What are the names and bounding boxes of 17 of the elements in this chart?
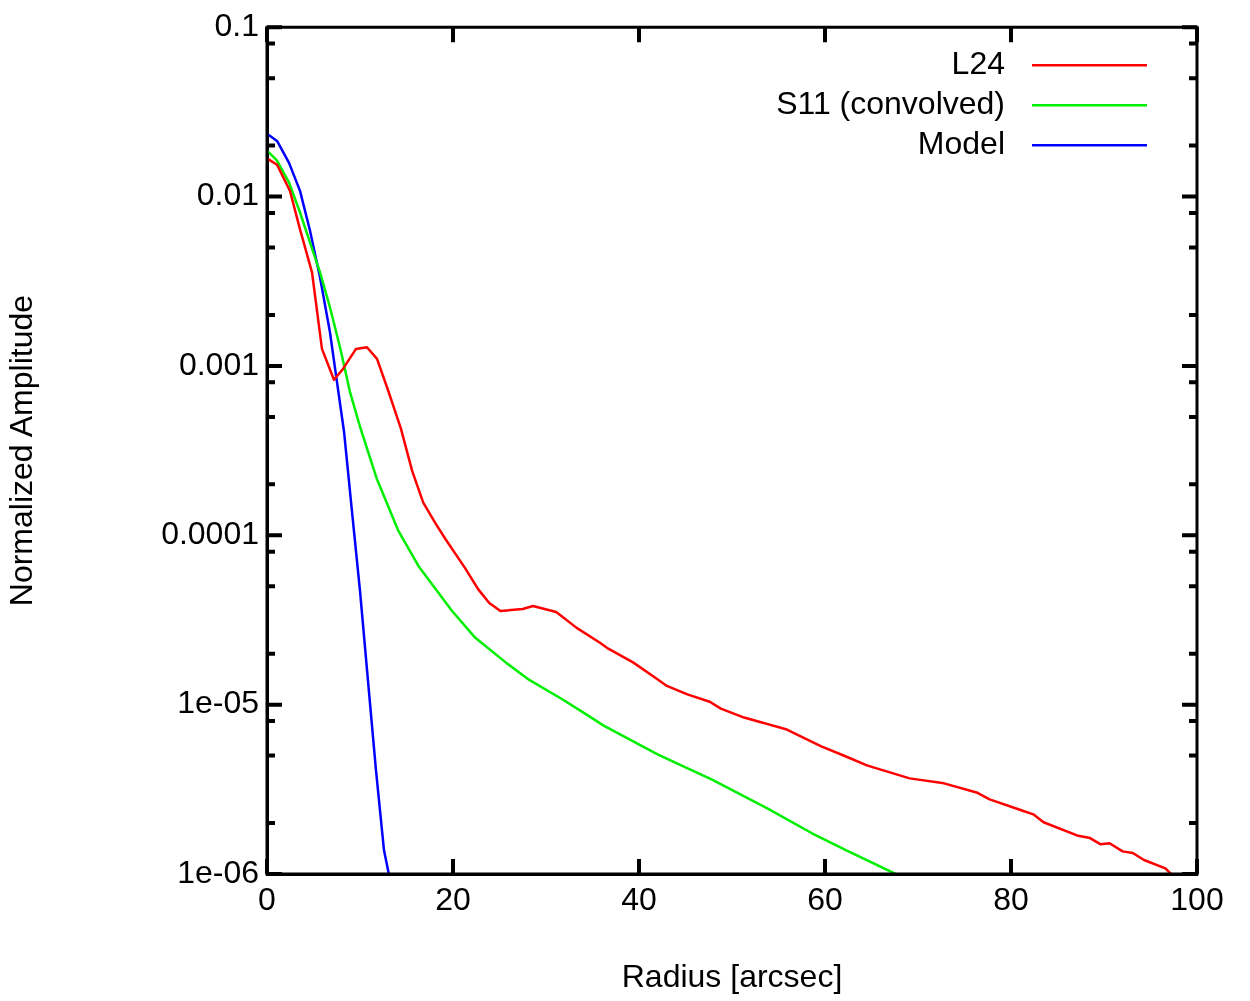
x-axis-title: Radius [arcsec] [621, 957, 843, 994]
y-tick-label: 0.01 [196, 176, 259, 213]
x-tick-label: 20 [435, 881, 471, 918]
y-tick-label: 1e-06 [177, 853, 259, 890]
x-tick-label: 100 [1170, 881, 1224, 918]
x-tick-label: 80 [993, 881, 1029, 918]
y-tick-label: 0.1 [214, 7, 259, 44]
y-axis-title: Normalized Amplitude [3, 294, 40, 607]
y-tick-label: 0.001 [178, 345, 259, 382]
x-tick-label: 40 [621, 881, 657, 918]
y-tick-label: 1e-05 [177, 684, 259, 721]
x-tick-label: 60 [807, 881, 843, 918]
legend-label: L24 [951, 45, 1005, 82]
x-tick-label: 0 [258, 881, 276, 918]
legend-label: S11 (convolved) [776, 85, 1005, 122]
y-tick-label: 0.0001 [161, 515, 259, 552]
legend-label: Model [917, 125, 1005, 162]
